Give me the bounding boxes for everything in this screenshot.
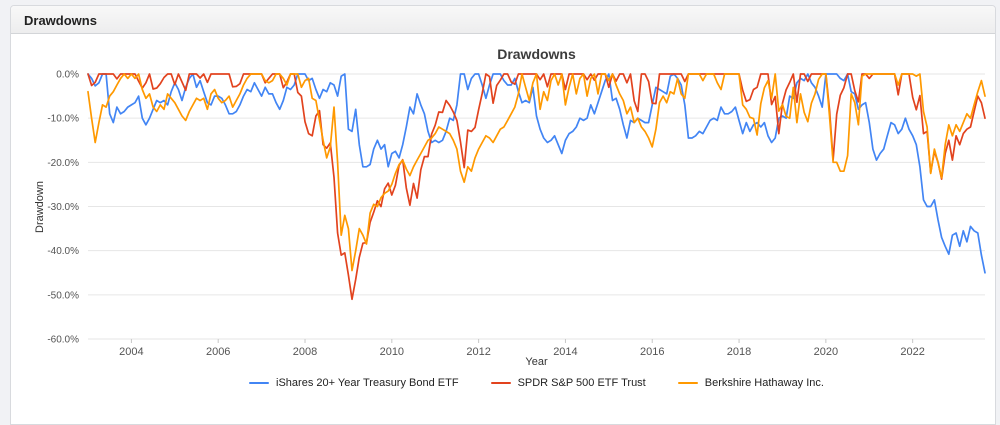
svg-text:0.0%: 0.0%: [56, 70, 79, 81]
svg-text:2008: 2008: [293, 346, 317, 358]
page: { "panel": { "title": "Drawdowns" }, "ch…: [10, 5, 996, 425]
svg-text:2010: 2010: [380, 346, 404, 358]
svg-text:-30.0%: -30.0%: [47, 202, 79, 213]
svg-text:-60.0%: -60.0%: [47, 335, 79, 346]
svg-text:2004: 2004: [119, 346, 143, 358]
svg-text:2012: 2012: [466, 346, 490, 358]
svg-text:-10.0%: -10.0%: [47, 114, 79, 125]
svg-text:2020: 2020: [814, 346, 838, 358]
drawdowns-chart: Drawdowns Drawdown 0.0% -10.0% -20.0% -30.0…: [11, 34, 995, 412]
chart-legend: iShares 20+ Year Treasury Bond ETF SPDR …: [88, 377, 985, 389]
drawdowns-panel: Drawdowns Drawdowns Drawdown 0.0% -10.0% -…: [10, 5, 996, 425]
svg-text:2022: 2022: [900, 346, 924, 358]
svg-text:-20.0%: -20.0%: [47, 158, 79, 169]
legend-line-swatch-blue: [249, 381, 270, 385]
x-axis-title: Year: [525, 356, 548, 368]
svg-text:2016: 2016: [640, 346, 664, 358]
svg-text:2006: 2006: [206, 346, 230, 358]
svg-text:-50.0%: -50.0%: [47, 290, 79, 301]
legend-item-spy: SPDR S&P 500 ETF Trust: [490, 377, 646, 389]
panel-header: Drawdowns: [11, 6, 995, 34]
legend-item-brk: Berkshire Hathaway Inc.: [677, 377, 824, 389]
svg-text:2018: 2018: [727, 346, 751, 358]
legend-label: iShares 20+ Year Treasury Bond ETF: [276, 377, 459, 389]
svg-text:-40.0%: -40.0%: [47, 246, 79, 257]
legend-label: SPDR S&P 500 ETF Trust: [517, 377, 646, 389]
legend-line-swatch-orange: [677, 381, 698, 385]
legend-label: Berkshire Hathaway Inc.: [704, 377, 824, 389]
chart-plot[interactable]: 0.0% -10.0% -20.0% -30.0% -40.0% -50.0% -60.0%…: [11, 34, 996, 374]
legend-item-tlt: iShares 20+ Year Treasury Bond ETF: [249, 377, 459, 389]
chart-title: Drawdowns: [497, 46, 576, 62]
legend-line-swatch-red: [490, 381, 511, 385]
svg-text:2014: 2014: [553, 346, 577, 358]
panel-title: Drawdowns: [24, 13, 97, 28]
